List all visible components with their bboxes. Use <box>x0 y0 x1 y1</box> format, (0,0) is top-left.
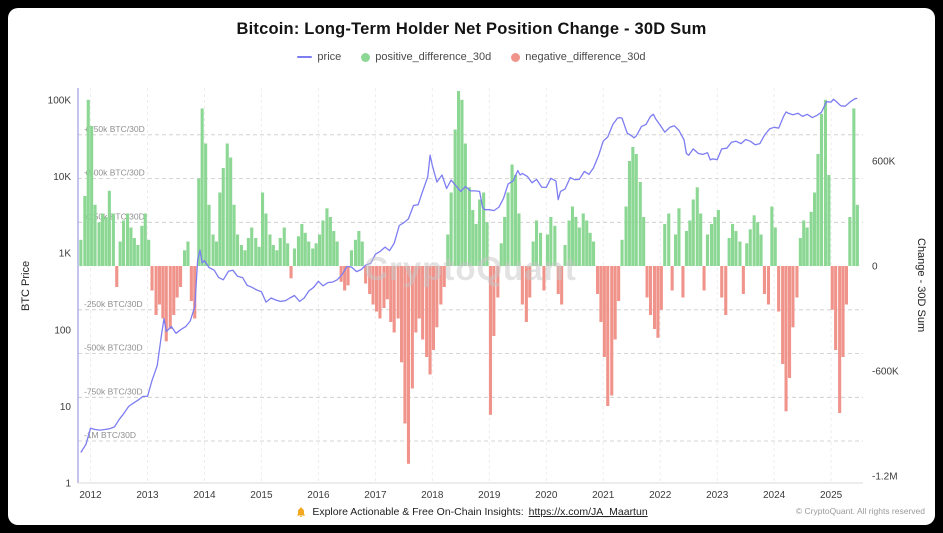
chart-canvas[interactable]: +750k BTC/30D+500k BTC/30D+250k BTC/30D-… <box>8 8 935 525</box>
svg-text:2024: 2024 <box>763 490 786 501</box>
net-position-bars <box>79 91 859 464</box>
legend-label-negative: negative_difference_30d <box>525 51 646 63</box>
svg-text:2017: 2017 <box>364 490 387 501</box>
svg-text:-500k BTC/30D: -500k BTC/30D <box>84 343 143 353</box>
footer-promo: Explore Actionable & Free On-Chain Insig… <box>8 506 935 518</box>
svg-text:100K: 100K <box>48 96 72 107</box>
svg-text:1: 1 <box>65 479 71 490</box>
svg-text:+750k BTC/30D: +750k BTC/30D <box>84 124 145 134</box>
svg-text:0: 0 <box>872 262 878 273</box>
chart-panel: +750k BTC/30D+500k BTC/30D+250k BTC/30D-… <box>8 8 935 525</box>
svg-text:2013: 2013 <box>136 490 159 501</box>
svg-text:-1M BTC/30D: -1M BTC/30D <box>84 430 136 440</box>
svg-text:2020: 2020 <box>535 490 558 501</box>
legend-item-positive-difference[interactable]: positive_difference_30d <box>361 51 491 63</box>
svg-text:2012: 2012 <box>79 490 102 501</box>
svg-text:600K: 600K <box>872 157 896 168</box>
promo-text: Explore Actionable & Free On-Chain Insig… <box>312 506 524 518</box>
copyright: © CryptoQuant. All rights reserved <box>795 506 925 516</box>
svg-text:2021: 2021 <box>592 490 615 501</box>
svg-text:-600K: -600K <box>872 367 899 378</box>
legend: price positive_difference_30d negative_d… <box>8 51 935 63</box>
svg-text:2018: 2018 <box>421 490 444 501</box>
svg-text:2023: 2023 <box>706 490 729 501</box>
negative-dot-marker-icon <box>511 52 521 62</box>
svg-text:-750k BTC/30D: -750k BTC/30D <box>84 386 143 396</box>
svg-text:2022: 2022 <box>649 490 672 501</box>
svg-text:-250k BTC/30D: -250k BTC/30D <box>84 299 143 309</box>
legend-label-price: price <box>317 51 342 63</box>
svg-text:2025: 2025 <box>820 490 843 501</box>
svg-text:1K: 1K <box>59 249 72 260</box>
legend-item-price[interactable]: price <box>297 51 341 63</box>
svg-text:2014: 2014 <box>193 490 216 501</box>
legend-item-negative-difference[interactable]: negative_difference_30d <box>511 51 646 63</box>
svg-text:100: 100 <box>54 325 71 336</box>
positive-dot-marker-icon <box>361 52 371 62</box>
svg-text:2016: 2016 <box>307 490 330 501</box>
svg-text:2015: 2015 <box>250 490 273 501</box>
svg-text:-1.2M: -1.2M <box>872 472 898 483</box>
svg-text:10: 10 <box>60 402 72 413</box>
chart-title: Bitcoin: Long-Term Holder Net Position C… <box>236 20 707 38</box>
svg-text:2019: 2019 <box>478 490 501 501</box>
price-line-marker-icon <box>297 56 313 58</box>
svg-text:10K: 10K <box>53 172 71 183</box>
price-line <box>80 97 858 453</box>
legend-label-positive: positive_difference_30d <box>375 51 492 63</box>
bell-icon <box>295 506 307 518</box>
promo-link[interactable]: https://x.com/JA_Maartun <box>528 506 648 518</box>
svg-text:+500k BTC/30D: +500k BTC/30D <box>84 168 145 178</box>
